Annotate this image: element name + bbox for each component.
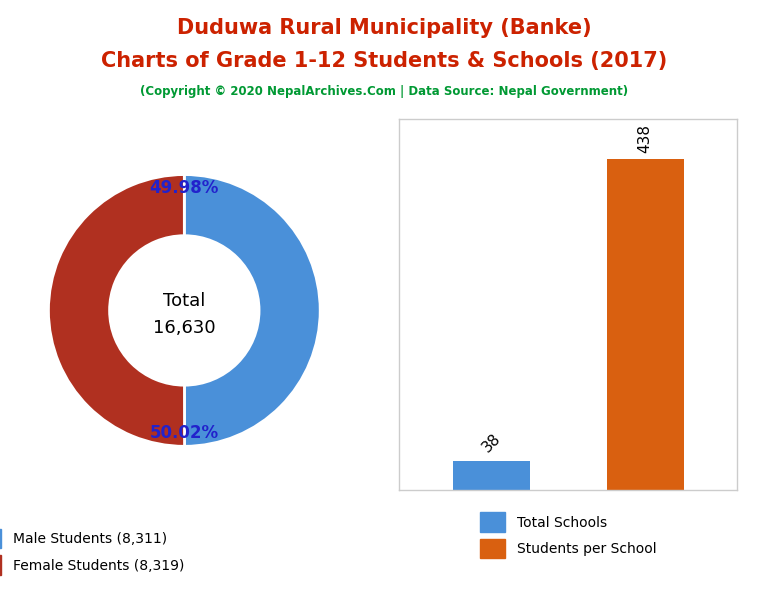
Wedge shape — [48, 174, 184, 447]
Text: 438: 438 — [637, 124, 653, 153]
Text: 16,630: 16,630 — [153, 319, 216, 337]
Text: Total: Total — [163, 292, 206, 310]
Text: 49.98%: 49.98% — [150, 179, 219, 197]
Wedge shape — [184, 174, 320, 447]
Text: Charts of Grade 1-12 Students & Schools (2017): Charts of Grade 1-12 Students & Schools … — [101, 51, 667, 71]
Text: Duduwa Rural Municipality (Banke): Duduwa Rural Municipality (Banke) — [177, 18, 591, 38]
Bar — [453, 461, 530, 490]
Text: (Copyright © 2020 NepalArchives.Com | Data Source: Nepal Government): (Copyright © 2020 NepalArchives.Com | Da… — [140, 85, 628, 98]
Bar — [607, 159, 684, 490]
Text: 38: 38 — [479, 430, 504, 455]
Legend: Total Schools, Students per School: Total Schools, Students per School — [475, 507, 662, 564]
Text: 50.02%: 50.02% — [150, 424, 219, 442]
Legend: Male Students (8,311), Female Students (8,319): Male Students (8,311), Female Students (… — [0, 525, 188, 579]
